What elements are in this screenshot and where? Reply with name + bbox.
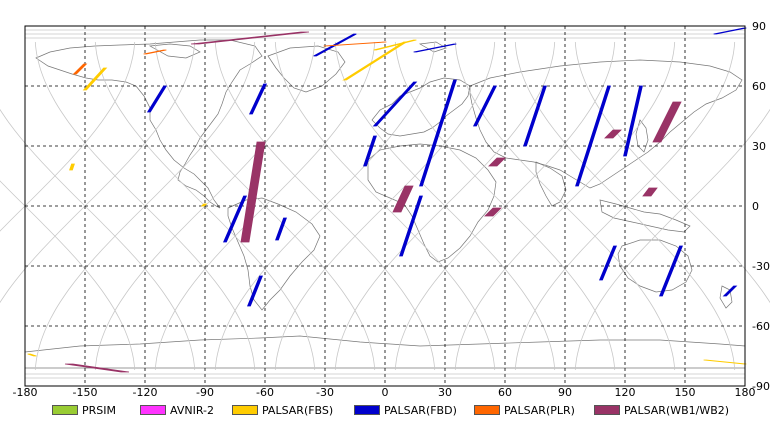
coastline-japan	[635, 119, 649, 153]
coverage-swath	[419, 79, 457, 187]
coverage-swaths	[27, 27, 747, 373]
x-tick-label: 0	[382, 386, 389, 399]
legend-swatch	[594, 405, 620, 415]
x-tick-label: -30	[316, 386, 334, 399]
y-tick-label: 0	[752, 200, 759, 213]
coverage-swath	[82, 67, 108, 91]
legend-label: PALSAR(FBD)	[384, 403, 457, 417]
coverage-swath	[190, 31, 310, 45]
longitude-ticks: -180 -150 -120 -90 -60 -30 0 30 60 90 120 150 180	[13, 386, 756, 399]
x-tick-label: -90	[196, 386, 214, 399]
latitude-ticks: 90 60 30 0 -30 -60 -90	[752, 20, 770, 393]
legend-swatch	[354, 405, 380, 415]
coverage-swath	[722, 285, 738, 297]
x-tick-label: -60	[256, 386, 274, 399]
x-tick-label: -120	[133, 386, 158, 399]
coverage-swath	[72, 63, 88, 75]
coastline-australia	[617, 239, 693, 293]
y-tick-label: 30	[752, 140, 766, 153]
x-tick-label: 90	[558, 386, 572, 399]
coverage-swath	[222, 195, 248, 243]
coverage-swath	[488, 157, 506, 167]
legend-swatch	[140, 405, 166, 415]
world-coastlines	[24, 39, 746, 369]
coverage-swath	[323, 41, 387, 47]
coverage-swath	[623, 85, 643, 157]
coverage-swath	[604, 129, 622, 139]
coastline-asia	[469, 59, 743, 189]
coverage-swath	[599, 245, 617, 281]
coverage-swath	[472, 85, 498, 127]
coastline-greenland	[267, 45, 346, 93]
coverage-swath	[703, 359, 747, 365]
coverage-swath	[146, 85, 168, 113]
legend-label: AVNIR-2	[170, 403, 214, 417]
legend-item-palsar-fbs: PALSAR(FBS)	[232, 403, 333, 417]
legend-swatch	[232, 405, 258, 415]
coverage-swath	[372, 81, 418, 127]
coverage-swath	[575, 85, 611, 187]
coastline-arctic-islands	[148, 43, 201, 59]
coverage-swath	[240, 141, 266, 243]
coverage-swath	[69, 163, 75, 171]
coverage-swath	[392, 185, 414, 213]
coastline-south-america	[227, 197, 321, 311]
coastline-india	[535, 161, 567, 207]
coverage-swath	[64, 363, 130, 373]
graticule	[24, 25, 746, 387]
legend-label: PALSAR(PLR)	[504, 403, 575, 417]
coverage-swath	[363, 135, 377, 167]
x-tick-label: 120	[615, 386, 636, 399]
x-tick-label: -180	[13, 386, 38, 399]
coverage-swath	[373, 39, 417, 51]
legend-item-prsim: PRSIM	[52, 403, 116, 417]
coastline-new-zealand	[719, 285, 733, 309]
coverage-swath	[652, 101, 682, 143]
legend-item-palsar-fbd: PALSAR(FBD)	[354, 403, 457, 417]
coverage-swath	[342, 41, 408, 81]
coverage-swath	[143, 49, 167, 55]
coastline-north-america	[35, 39, 263, 209]
map-frame	[24, 25, 746, 387]
legend-swatch	[474, 405, 500, 415]
y-tick-label: -60	[752, 320, 770, 333]
y-tick-label: -30	[752, 260, 770, 273]
legend-item-palsar-wb: PALSAR(WB1/WB2)	[594, 403, 729, 417]
coastline-africa	[367, 143, 497, 263]
coverage-swath	[713, 27, 747, 35]
coverage-swath	[523, 85, 547, 147]
coverage-swath	[247, 275, 263, 307]
x-tick-label: 180	[735, 386, 756, 399]
legend-item-avnir2: AVNIR-2	[140, 403, 214, 417]
x-tick-label: -150	[73, 386, 98, 399]
coverage-swath	[275, 217, 287, 241]
x-tick-label: 30	[438, 386, 452, 399]
legend-label: PRSIM	[82, 403, 116, 417]
y-tick-label: -90	[752, 380, 770, 393]
coverage-swath	[27, 353, 37, 357]
map-border	[24, 25, 746, 387]
coastline-europe	[371, 77, 471, 137]
coverage-swath	[642, 187, 658, 197]
coverage-swath	[659, 245, 683, 297]
legend-swatch	[52, 405, 78, 415]
coverage-swath	[413, 43, 457, 53]
legend: PRSIM AVNIR-2 PALSAR(FBS) PALSAR(FBD) PA…	[0, 403, 770, 421]
coverage-swath	[399, 195, 423, 257]
coverage-swath	[484, 207, 502, 217]
legend-item-palsar-plr: PALSAR(PLR)	[474, 403, 575, 417]
y-tick-label: 90	[752, 20, 766, 33]
y-tick-label: 60	[752, 80, 766, 93]
legend-label: PALSAR(FBS)	[262, 403, 334, 417]
legend-label: PALSAR(WB1/WB2)	[624, 403, 730, 417]
coastline-se-asia	[599, 199, 691, 233]
x-tick-label: 60	[498, 386, 512, 399]
coverage-swath	[248, 83, 268, 115]
x-tick-label: 150	[675, 386, 696, 399]
coverage-swath	[200, 203, 208, 207]
